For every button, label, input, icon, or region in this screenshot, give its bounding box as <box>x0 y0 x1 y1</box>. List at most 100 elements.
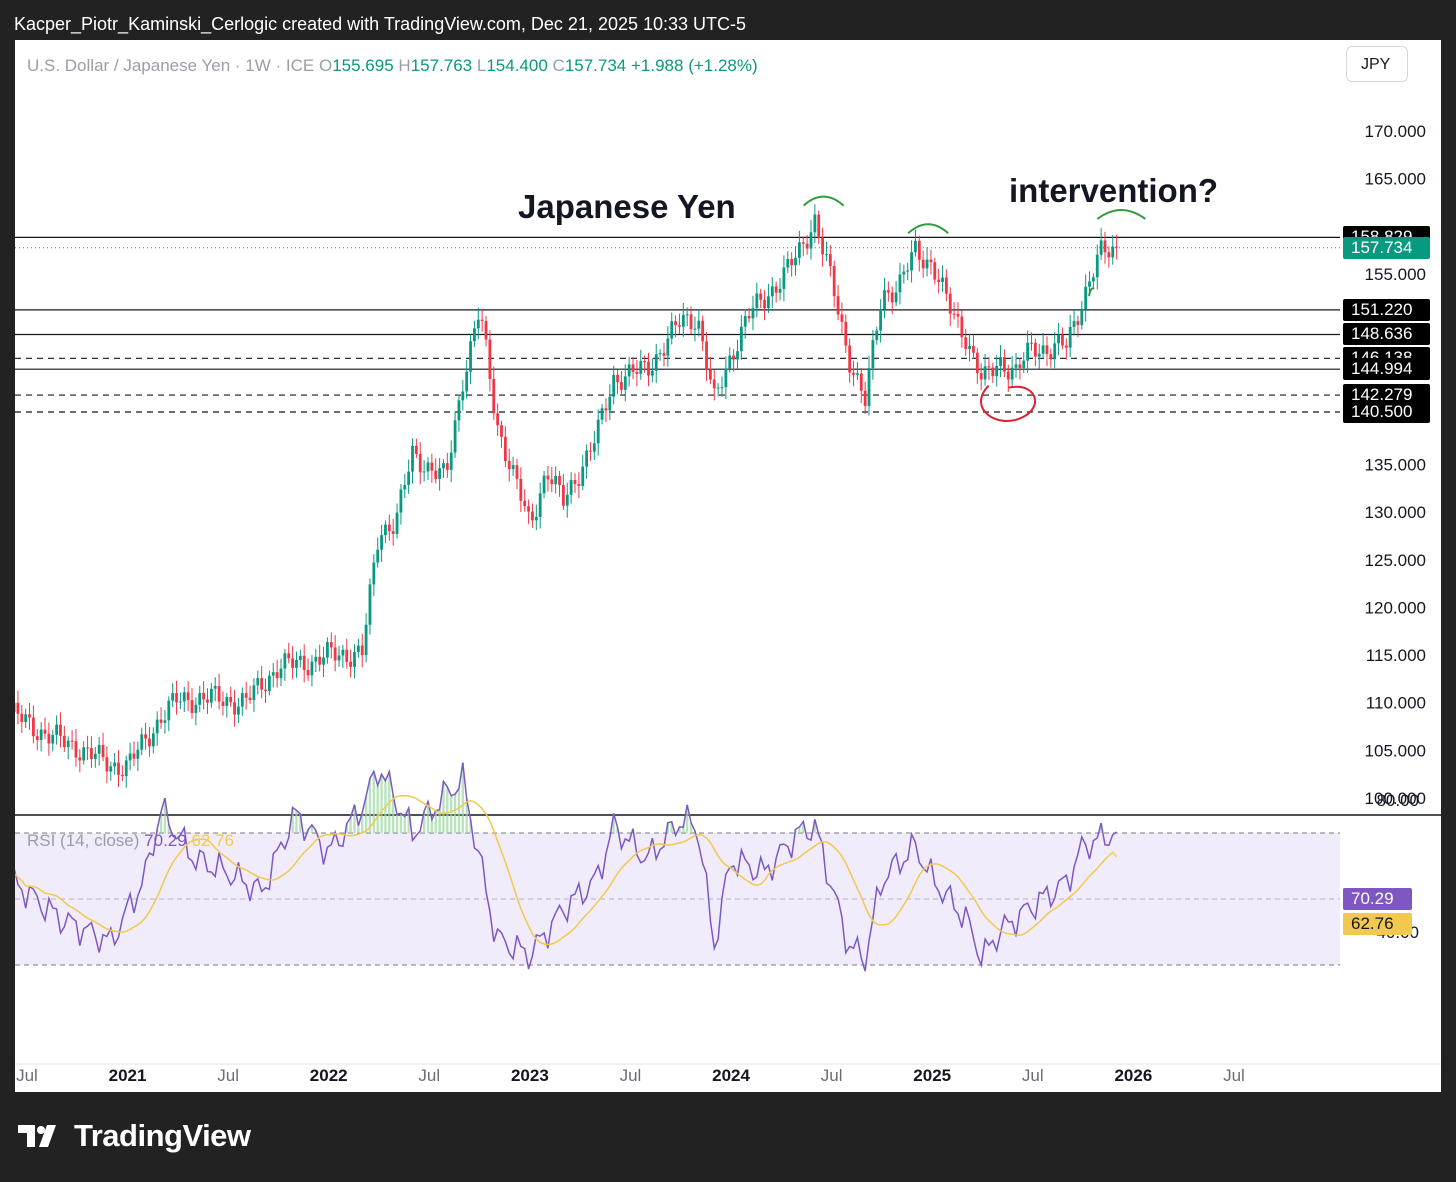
time-axis-label: Jul <box>821 1066 843 1085</box>
candle-body <box>256 678 260 686</box>
candle-body <box>995 366 999 377</box>
candle-body <box>712 379 716 389</box>
candle-body <box>426 462 430 472</box>
candle-body <box>902 271 906 275</box>
candle-body <box>24 714 28 722</box>
candle-body <box>368 584 372 625</box>
candle-body <box>1022 360 1026 369</box>
candle-body <box>825 254 828 256</box>
candle-body <box>852 372 855 375</box>
candle-body <box>948 293 952 314</box>
candle-body <box>759 293 763 300</box>
candle-body <box>883 290 886 310</box>
level-price-label: 144.994 <box>1343 358 1430 381</box>
candle-body <box>376 549 380 563</box>
candle-body <box>639 361 643 374</box>
candle-body <box>596 419 600 444</box>
candle-body <box>674 321 677 326</box>
candle-body <box>577 483 581 486</box>
top-arc-annotation <box>907 223 949 235</box>
candle-body <box>968 346 971 350</box>
candle-body <box>743 316 747 327</box>
candle-body <box>271 672 275 676</box>
candle-body <box>898 274 902 293</box>
candle-body <box>701 320 705 342</box>
candle-body <box>1037 353 1041 357</box>
candle-body <box>488 339 492 379</box>
candle-body <box>848 345 852 373</box>
candle-body <box>391 531 395 535</box>
candle-body <box>132 753 136 759</box>
candle-body <box>890 292 894 303</box>
candle-body <box>681 314 685 327</box>
candle-body <box>941 277 944 282</box>
candle-body <box>465 371 469 392</box>
candle-body <box>209 688 213 703</box>
candle-body <box>1080 309 1084 326</box>
candle-body <box>453 420 457 453</box>
candle-body <box>213 685 217 689</box>
currency-button[interactable]: JPY <box>1346 46 1408 82</box>
candle-body <box>163 720 167 723</box>
candle-body <box>233 702 236 715</box>
candle-body <box>1049 354 1053 360</box>
rsi-ma-value: 62.76 <box>191 831 234 850</box>
price-axis-tick: 100.000 <box>1365 789 1426 808</box>
candle-body <box>519 478 523 501</box>
candle-body <box>503 436 507 462</box>
candle-body <box>70 740 74 742</box>
candle-body <box>732 355 736 360</box>
candle-body <box>650 370 654 376</box>
candle-body <box>631 364 635 372</box>
candle-body <box>322 657 325 665</box>
candle-body <box>616 374 619 383</box>
candle-body <box>534 516 538 521</box>
candle-body <box>117 762 120 775</box>
candle-body <box>229 696 233 703</box>
candle-body <box>418 454 422 473</box>
candle-body <box>469 341 472 372</box>
low-label: L <box>476 56 487 75</box>
annotation-question: intervention? <box>1009 172 1219 209</box>
candle-body <box>871 340 875 369</box>
candle-body <box>306 670 310 676</box>
candle-body <box>59 724 62 736</box>
candle-body <box>716 387 720 389</box>
candle-body <box>724 368 728 388</box>
candle-body <box>944 277 948 294</box>
candle-body <box>267 675 271 691</box>
candle-body <box>608 396 612 411</box>
bottom-circle-annotation <box>980 384 1036 423</box>
candle-body <box>1018 364 1022 369</box>
candle-body <box>840 314 844 322</box>
rsi-ma-line <box>15 795 1118 946</box>
candle-body <box>473 328 476 342</box>
close-label: C <box>552 56 565 75</box>
candle-body <box>341 649 345 656</box>
close-value: 157.734 <box>564 56 627 75</box>
price-axis-tick: 120.000 <box>1365 598 1426 617</box>
candle-body <box>422 471 426 473</box>
chart-canvas[interactable]: 170.000 165.000 155.000 135.000 130.000 125.0… <box>15 40 1441 1092</box>
time-axis-label: 2025 <box>913 1066 951 1085</box>
candle-body <box>349 661 353 667</box>
candle-body <box>821 237 824 255</box>
candle-body <box>167 700 171 721</box>
candle-body <box>647 361 650 376</box>
candle-body <box>1014 364 1018 368</box>
symbol-legend: U.S. Dollar / Japanese Yen · 1W · ICE O1… <box>27 56 758 76</box>
candle-body <box>62 735 66 748</box>
candle-body <box>78 757 82 761</box>
high-label: H <box>398 56 411 75</box>
time-axis-label: 2026 <box>1114 1066 1152 1085</box>
candle-body <box>561 485 565 506</box>
time-axis-label: 2024 <box>712 1066 750 1085</box>
candles-group <box>15 204 1119 788</box>
candle-body <box>658 353 662 355</box>
candle-body <box>97 744 101 754</box>
time-axis-label: 2023 <box>511 1066 549 1085</box>
candle-body <box>411 445 414 472</box>
candle-body <box>291 658 294 668</box>
chart-frame[interactable]: 170.000 165.000 155.000 135.000 130.000 125.0… <box>15 40 1441 1092</box>
candle-body <box>337 655 341 661</box>
